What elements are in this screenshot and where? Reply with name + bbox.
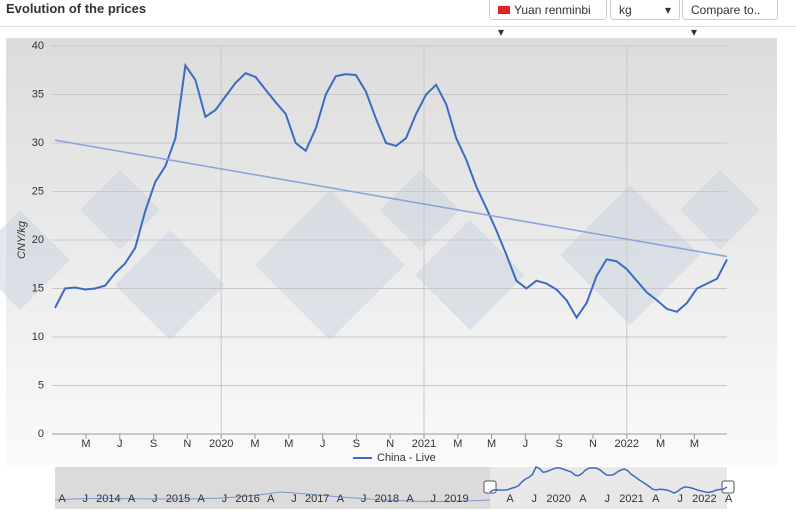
y-tick-label: 20 bbox=[32, 234, 44, 246]
navigator-label: 2016 bbox=[235, 493, 259, 505]
y-tick-label: 40 bbox=[32, 40, 44, 52]
navigator-label: A bbox=[652, 493, 660, 505]
y-tick-label: 30 bbox=[32, 137, 44, 149]
x-tick-label: M bbox=[453, 438, 462, 450]
currency-select[interactable]: Yuan renminbi ▾ bbox=[489, 0, 607, 39]
navigator-label: J bbox=[82, 493, 88, 505]
navigator-label: 2017 bbox=[305, 493, 329, 505]
x-tick-label: N bbox=[386, 438, 394, 450]
unit-select[interactable]: kg ▾ bbox=[610, 0, 680, 20]
navigator-label: 2019 bbox=[444, 493, 468, 505]
x-tick-label: M bbox=[250, 438, 259, 450]
x-tick-label: N bbox=[589, 438, 597, 450]
y-tick-label: 0 bbox=[38, 428, 44, 440]
navigator-label: A bbox=[198, 493, 206, 505]
x-tick-label: N bbox=[183, 438, 191, 450]
x-tick-label: M bbox=[487, 438, 496, 450]
y-tick-label: 15 bbox=[32, 282, 44, 294]
navigator-label: A bbox=[725, 493, 733, 505]
navigator-label: 2020 bbox=[546, 493, 570, 505]
navigator-label: A bbox=[579, 493, 587, 505]
navigator-label: J bbox=[361, 493, 367, 505]
y-tick-label: 5 bbox=[38, 379, 44, 391]
trend-line bbox=[54, 139, 728, 258]
watermark bbox=[0, 170, 760, 340]
navigator-label: J bbox=[532, 493, 538, 505]
y-axis-label: CNY/kg bbox=[16, 220, 28, 259]
navigator-label: 2022 bbox=[692, 493, 716, 505]
navigator-line-past bbox=[54, 491, 491, 502]
navigator-label: J bbox=[222, 493, 228, 505]
x-tick-label: J bbox=[320, 438, 326, 450]
navigator-label: J bbox=[677, 493, 683, 505]
navigator-line bbox=[489, 466, 728, 494]
navigator-label: 2015 bbox=[166, 493, 190, 505]
x-tick-label: M bbox=[656, 438, 665, 450]
x-tick-label: J bbox=[523, 438, 529, 450]
navigator-label: A bbox=[506, 493, 514, 505]
currency-label: Yuan renminbi bbox=[514, 3, 591, 17]
navigator-label: 2021 bbox=[619, 493, 643, 505]
x-tick-label: M bbox=[81, 438, 90, 450]
navigator-label: A bbox=[337, 493, 345, 505]
navigator-label: J bbox=[291, 493, 297, 505]
navigator-label: A bbox=[406, 493, 414, 505]
legend-label: China - Live bbox=[377, 452, 436, 464]
navigator-label: 2018 bbox=[375, 493, 399, 505]
y-tick-label: 10 bbox=[32, 331, 44, 343]
x-tick-label: S bbox=[556, 438, 563, 450]
data-line bbox=[54, 62, 728, 320]
x-tick-label: S bbox=[353, 438, 360, 450]
y-tick-label: 35 bbox=[32, 88, 44, 100]
x-tick-label: M bbox=[690, 438, 699, 450]
navigator-mask bbox=[55, 467, 490, 509]
x-tick-label: M bbox=[284, 438, 293, 450]
navigator-label: 2014 bbox=[96, 493, 120, 505]
y-tick-label: 25 bbox=[32, 185, 44, 197]
x-tick-label: J bbox=[117, 438, 123, 450]
navigator-label: A bbox=[58, 493, 66, 505]
navigator-label: A bbox=[128, 493, 136, 505]
flag bbox=[498, 6, 510, 14]
compare-label: Compare to.. bbox=[691, 3, 761, 17]
navigator-label: J bbox=[430, 493, 436, 505]
navigator-label: J bbox=[152, 493, 158, 505]
navigator-label: J bbox=[604, 493, 610, 505]
header: Evolution of the prices Yuan renminbi ▾ … bbox=[0, 0, 796, 39]
compare-select[interactable]: Compare to.. ▾ bbox=[682, 0, 778, 39]
navigator-label: A bbox=[267, 493, 275, 505]
x-tick-label: 2022 bbox=[615, 438, 639, 450]
unit-label: kg bbox=[619, 3, 632, 17]
x-tick-label: 2020 bbox=[209, 438, 233, 450]
x-tick-label: S bbox=[150, 438, 157, 450]
navigator-handle[interactable] bbox=[721, 480, 735, 494]
x-tick-label: 2021 bbox=[412, 438, 436, 450]
page-title: Evolution of the prices bbox=[6, 1, 147, 16]
